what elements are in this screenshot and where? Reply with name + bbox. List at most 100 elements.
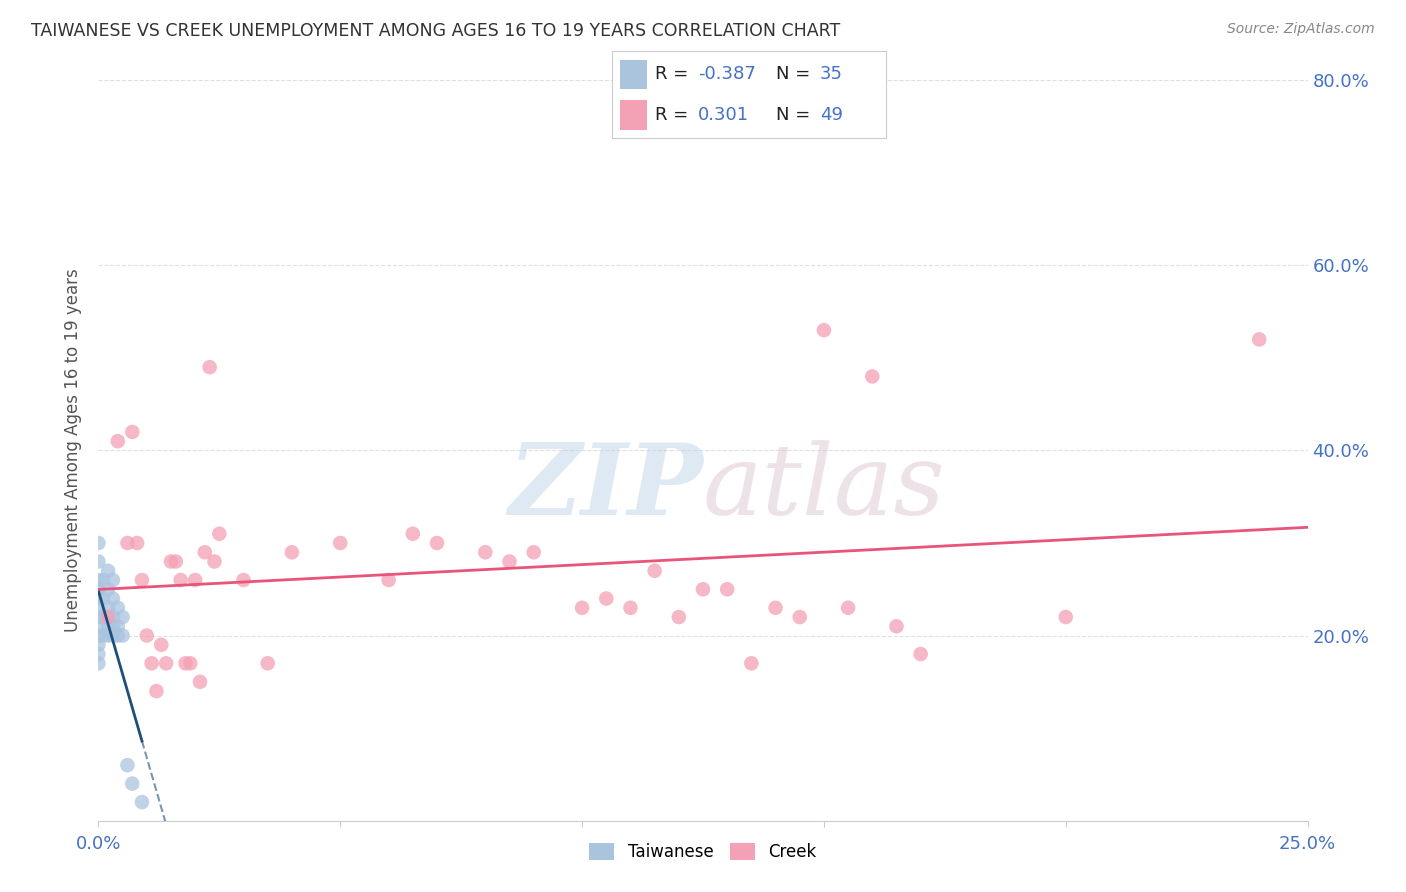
Point [188,674,211,689]
Point [837,600,859,615]
Point [97,610,120,624]
Point [101,628,124,642]
Point [91,610,114,624]
Point [87,554,110,569]
Point [141,657,163,671]
Point [179,657,201,671]
Point [101,619,124,633]
Point [135,628,157,642]
Point [87,647,110,661]
Point [87,600,110,615]
Point [1054,610,1077,624]
Point [377,573,399,587]
Point [97,564,120,578]
Point [474,545,496,559]
Point [169,573,191,587]
Point [165,554,187,569]
Point [174,657,197,671]
Point [101,573,124,587]
Point [644,564,666,578]
Text: -0.387: -0.387 [697,65,756,84]
Point [789,610,811,624]
Point [117,758,139,772]
Point [91,573,114,587]
Point [150,638,173,652]
Point [571,600,593,615]
Text: atlas: atlas [703,440,946,535]
Point [131,795,153,809]
Point [87,591,110,606]
Point [97,600,120,615]
Point [97,582,120,597]
Text: 49: 49 [820,105,844,124]
Point [716,582,738,597]
Y-axis label: Unemployment Among Ages 16 to 19 years: Unemployment Among Ages 16 to 19 years [65,268,83,632]
Point [107,600,129,615]
Point [87,628,110,642]
Point [402,526,425,541]
Point [160,554,183,569]
FancyBboxPatch shape [620,100,647,129]
Text: N =: N = [776,105,815,124]
Point [101,591,124,606]
Point [523,545,546,559]
FancyBboxPatch shape [620,60,647,89]
Point [281,545,304,559]
Text: R =: R = [655,65,695,84]
Point [329,536,352,550]
Point [127,536,149,550]
Point [668,610,690,624]
Point [204,554,226,569]
Point [194,545,217,559]
Point [87,619,110,633]
Point [198,360,221,375]
Text: TAIWANESE VS CREEK UNEMPLOYMENT AMONG AGES 16 TO 19 YEARS CORRELATION CHART: TAIWANESE VS CREEK UNEMPLOYMENT AMONG AG… [31,22,841,40]
Point [765,600,787,615]
Point [910,647,932,661]
Point [111,610,134,624]
Legend: Taiwanese, Creek: Taiwanese, Creek [582,837,824,868]
Point [184,573,207,587]
Point [97,610,120,624]
Point [121,776,143,791]
Point [97,619,120,633]
Text: R =: R = [655,105,695,124]
Point [91,591,114,606]
Text: 0.301: 0.301 [697,105,749,124]
Point [256,657,278,671]
Point [692,582,714,597]
Point [121,425,143,439]
Point [87,536,110,550]
Point [131,573,153,587]
Point [87,610,110,624]
Point [860,369,883,384]
Text: 35: 35 [820,65,844,84]
Point [107,628,129,642]
Point [813,323,835,337]
Point [97,628,120,642]
Point [101,610,124,624]
Point [740,657,762,671]
Point [87,573,110,587]
Point [117,536,139,550]
Point [107,434,129,449]
Text: N =: N = [776,65,815,84]
Point [111,628,134,642]
Point [1249,332,1271,346]
Point [145,684,167,698]
Text: ZIP: ZIP [508,439,703,536]
Point [91,628,114,642]
Text: Source: ZipAtlas.com: Source: ZipAtlas.com [1227,22,1375,37]
Point [87,582,110,597]
Point [595,591,617,606]
Point [107,619,129,633]
Point [886,619,908,633]
Point [619,600,641,615]
Point [87,657,110,671]
Point [87,638,110,652]
Point [208,526,231,541]
Point [426,536,449,550]
Point [155,657,177,671]
Point [498,554,520,569]
Point [232,573,254,587]
